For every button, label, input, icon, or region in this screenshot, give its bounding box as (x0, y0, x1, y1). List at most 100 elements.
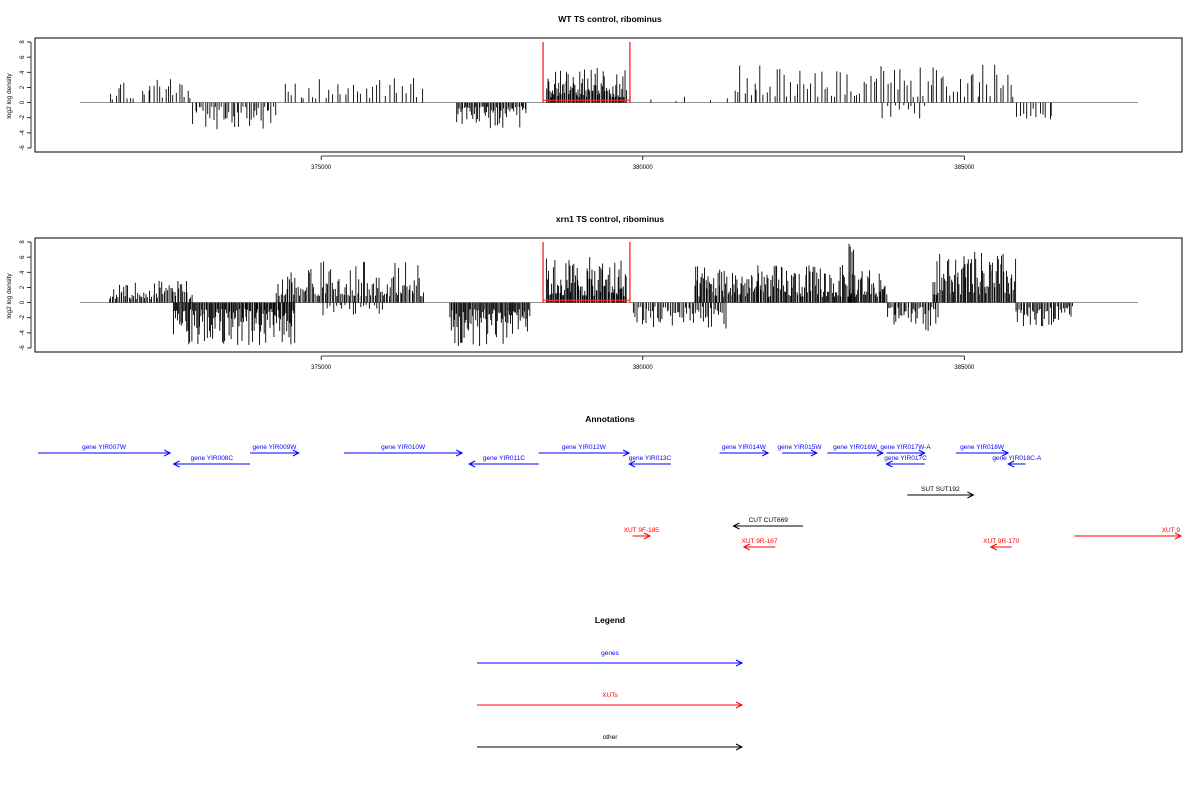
density-bars (192, 102, 277, 130)
annotation-label: gene YIR011C (483, 455, 525, 462)
annotation-label: gene YIR008C (191, 455, 234, 462)
annotation-gene: gene YIR016W (827, 444, 885, 457)
annotation-label: gene YIR017C (884, 455, 927, 462)
arrow-head (876, 449, 885, 457)
legend-item: other (477, 734, 744, 751)
arrow-head (455, 449, 464, 457)
arrow-head (1174, 532, 1183, 540)
y-tick-label: 6 (20, 55, 26, 59)
arrow-head (1007, 460, 1015, 468)
arrow-head (761, 449, 770, 457)
annotation-label: gene YIR016W (833, 444, 878, 451)
y-tick-label: 8 (20, 40, 26, 44)
y-tick-label: -6 (20, 145, 26, 151)
annotation-label: gene YIR014W (722, 444, 767, 451)
annotation-label: CUT CUT669 (749, 517, 789, 524)
legend-title: Legend (595, 615, 625, 625)
chart-title-wt: WT TS control, ribominus (558, 14, 662, 24)
arrow-head (810, 449, 819, 457)
annotation-xut: XUT 9R-170 (983, 538, 1020, 551)
annotation-label: gene YIR015W (778, 444, 823, 451)
x-tick-label: 375000 (311, 365, 332, 371)
density-bars (456, 102, 527, 129)
annotation-gene: gene YIR018W (955, 444, 1010, 457)
y-axis-label-xrn1: log2 log density (6, 273, 13, 319)
x-tick-label: 385000 (954, 165, 975, 171)
density-bars (1016, 102, 1052, 120)
annotation-other: SUT SUT192 (907, 486, 975, 499)
annotation-gene: gene YIR008C (172, 455, 251, 468)
arrow-head (742, 543, 751, 551)
density-bars (545, 257, 627, 303)
legend-item: XUTs (477, 692, 744, 709)
y-tick-label: 2 (20, 85, 26, 89)
density-bars (546, 67, 627, 103)
y-tick-label: 2 (20, 285, 26, 289)
arrow-head (172, 460, 180, 468)
arrow-head (735, 701, 744, 709)
y-tick-label: -2 (20, 314, 26, 320)
y-tick-label: 8 (20, 240, 26, 244)
annotation-label: gene YIR017W-A (880, 444, 931, 451)
density-bars (932, 251, 1017, 303)
annotation-xut: XUT 9F-185 (624, 527, 660, 540)
annotation-label: gene YIR018C-A (992, 455, 1042, 462)
annotation-label: XUT 9F-185 (624, 527, 660, 534)
annotation-xut: XUT 9R-167 (742, 538, 778, 551)
annotation-label: gene YIR010W (381, 444, 426, 451)
density-bars (449, 302, 531, 346)
arrow-head (735, 659, 744, 667)
annotation-other: CUT CUT669 (732, 517, 803, 530)
annotation-gene: gene YIR010W (343, 444, 464, 457)
density-bars (322, 302, 383, 316)
arrow-head (468, 460, 476, 468)
y-tick-label: -4 (20, 330, 26, 336)
density-bars (109, 280, 193, 303)
density-bars (284, 78, 424, 103)
annotation-label: gene YIR018W (960, 444, 1005, 451)
annotation-gene: gene YIR007W (38, 444, 172, 457)
arrow-head (732, 522, 740, 530)
annotation-gene: gene YIR017W-A (880, 444, 931, 457)
annotations-panel: Annotations gene YIR007W gene YIR008C gene… (38, 414, 1183, 551)
legend-label: other (603, 734, 619, 741)
arrow-head (1001, 449, 1010, 457)
y-tick-label: 4 (20, 270, 26, 274)
legend-label: genes (601, 650, 619, 657)
annotation-gene: gene YIR018C-A (992, 455, 1042, 468)
annotation-gene: gene YIR015W (778, 444, 823, 457)
density-bars (1015, 302, 1073, 327)
annotation-label: SUT SUT192 (921, 486, 960, 493)
annotation-label: XUT 9R-170 (983, 538, 1019, 545)
annotation-gene: gene YIR012W (538, 444, 631, 457)
annotation-label: XUT 9R-167 (742, 538, 778, 545)
annotation-gene: gene YIR013C (628, 455, 672, 468)
density-bars (887, 302, 939, 331)
annotation-gene: gene YIR017C (884, 455, 927, 468)
chart-title-xrn1: xrn1 TS control, ribominus (556, 214, 664, 224)
y-tick-label: 4 (20, 70, 26, 74)
legend-item: genes (477, 650, 744, 667)
density-bars (881, 102, 926, 119)
annotation-gene: gene YIR009W (250, 444, 300, 457)
arrow-head (643, 532, 652, 540)
plot-frame (34, 37, 1183, 153)
arrow-head (622, 449, 631, 457)
chart-panel-wt: WT TS control, ribominus log2 log densit… (6, 14, 1183, 171)
annotations-title: Annotations (585, 414, 635, 424)
legend-label: XUTs (602, 692, 618, 699)
annotation-label: gene YIR013C (629, 455, 672, 462)
y-tick-label: -2 (20, 114, 26, 120)
y-tick-label: 0 (20, 300, 26, 304)
y-tick-label: 6 (20, 255, 26, 259)
chart-panel-xrn1: xrn1 TS control, ribominus log2 log dens… (6, 214, 1183, 371)
arrow-head (292, 449, 300, 457)
density-bars (173, 302, 296, 345)
density-bars (848, 243, 856, 303)
x-tick-label: 380000 (633, 165, 654, 171)
density-bars (632, 302, 727, 329)
x-tick-label: 385000 (954, 365, 975, 371)
annotation-gene: gene YIR011C (468, 455, 539, 468)
density-bars (275, 261, 424, 303)
